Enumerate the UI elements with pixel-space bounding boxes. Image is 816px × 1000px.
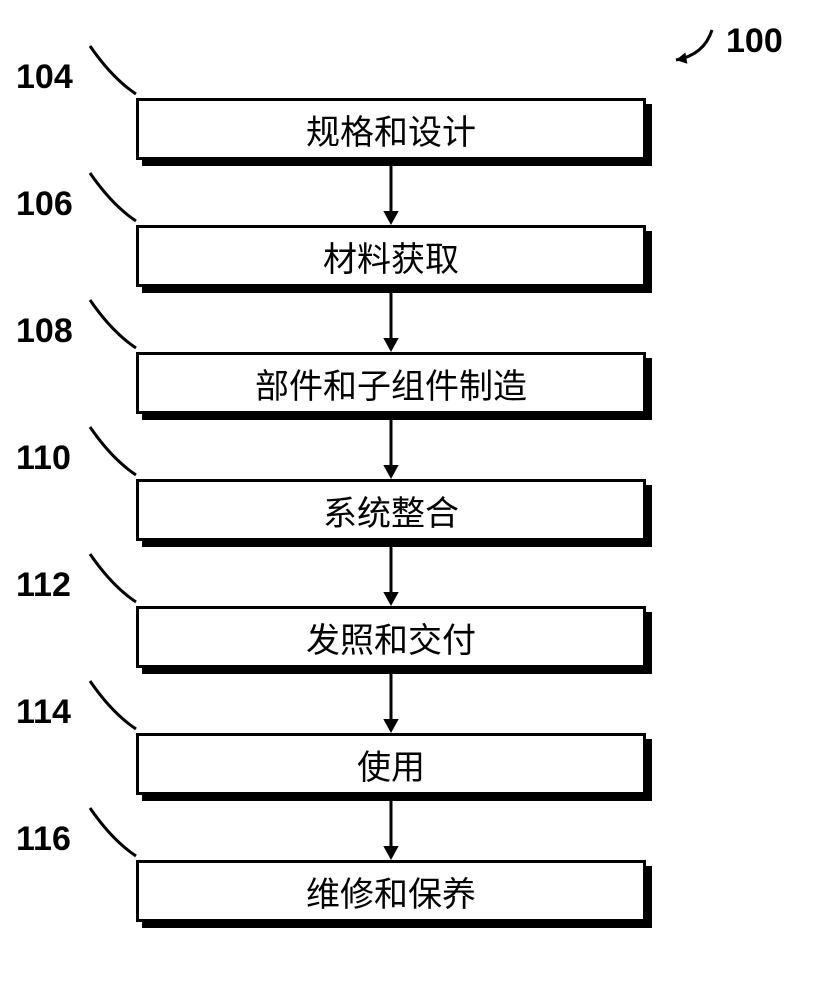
step-box-text: 规格和设计 [306,105,476,154]
step-leader-line [12,42,140,98]
step-box: 部件和子组件制造 [136,352,646,414]
step-box: 使用 [136,733,646,795]
step-connector-arrow [377,547,405,606]
step-box-text: 使用 [357,740,425,789]
step-leader-line [12,169,140,225]
step-box: 材料获取 [136,225,646,287]
step-connector-arrow [377,801,405,860]
step-leader-line [12,550,140,606]
step-box-text: 部件和子组件制造 [255,359,527,408]
step-box: 规格和设计 [136,98,646,160]
step-leader-line [12,423,140,479]
figure-reference-arrow [664,18,724,72]
step-box: 系统整合 [136,479,646,541]
figure-reference-label: 100 [726,22,783,61]
step-leader-line [12,296,140,352]
step-connector-arrow [377,420,405,479]
step-box-text: 系统整合 [323,486,459,535]
step-connector-arrow [377,293,405,352]
step-connector-arrow [377,166,405,225]
step-leader-line [12,804,140,860]
flowchart-canvas: 100规格和设计104材料获取106部件和子组件制造108系统整合110发照和交… [0,0,816,1000]
step-leader-line [12,677,140,733]
step-box-text: 维修和保养 [306,867,476,916]
step-box: 发照和交付 [136,606,646,668]
step-box-text: 材料获取 [323,232,459,281]
step-box-text: 发照和交付 [306,613,476,662]
step-connector-arrow [377,674,405,733]
step-box: 维修和保养 [136,860,646,922]
